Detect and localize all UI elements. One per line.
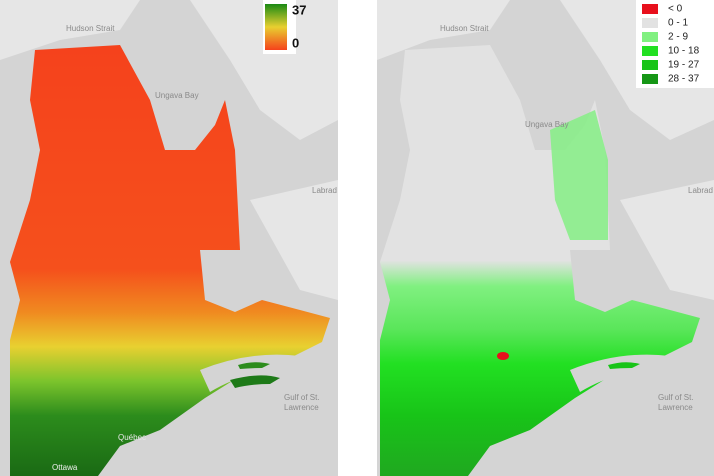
label-gulf: Gulf of St. — [284, 393, 320, 402]
legend-label: 10 - 18 — [668, 46, 700, 57]
legend-swatch — [642, 60, 658, 70]
estuary — [570, 354, 670, 392]
legend-label: < 0 — [668, 4, 683, 15]
legend-ramp — [265, 4, 287, 50]
legend-label: 19 - 27 — [668, 60, 700, 71]
label-gulf: Gulf of St. — [658, 393, 694, 402]
peninsula — [230, 375, 280, 388]
label-labrador: Labrad — [312, 186, 337, 195]
island — [608, 362, 640, 369]
legend-swatch — [642, 4, 658, 14]
legend-swatch — [642, 46, 658, 56]
legend-swatch — [642, 32, 658, 42]
legend-swatch — [642, 74, 658, 84]
estuary — [200, 354, 300, 392]
land — [377, 0, 714, 300]
legend-max: 37 — [292, 2, 306, 17]
legend-label: 0 - 1 — [668, 18, 688, 29]
legend-label: 28 - 37 — [668, 74, 700, 85]
label-quebec: Québec — [118, 433, 146, 442]
north-zone — [550, 110, 608, 240]
legend-min: 0 — [292, 35, 299, 50]
island — [238, 362, 270, 369]
label-ungava: Ungava Bay — [525, 120, 569, 129]
negative-spot — [497, 352, 509, 360]
label-ottawa: Ottawa — [52, 463, 78, 472]
legend: < 0 0 - 1 2 - 9 10 - 18 19 - 27 28 - 37 — [642, 4, 700, 85]
legend-box — [636, 0, 714, 88]
left-map: 37 0 Hudson Strait Ungava Bay Labrad Gul… — [0, 0, 338, 476]
label-hudson: Hudson Strait — [440, 24, 489, 33]
label-lawrence: Lawrence — [284, 403, 319, 412]
label-hudson: Hudson Strait — [66, 24, 115, 33]
legend-swatch — [642, 18, 658, 28]
right-map: < 0 0 - 1 2 - 9 10 - 18 19 - 27 28 - 37 Hudso… — [377, 0, 714, 476]
label-lawrence: Lawrence — [658, 403, 693, 412]
land — [0, 0, 338, 300]
legend-label: 2 - 9 — [668, 32, 688, 43]
label-ungava: Ungava Bay — [155, 91, 199, 100]
label-labrador: Labrad — [688, 186, 713, 195]
